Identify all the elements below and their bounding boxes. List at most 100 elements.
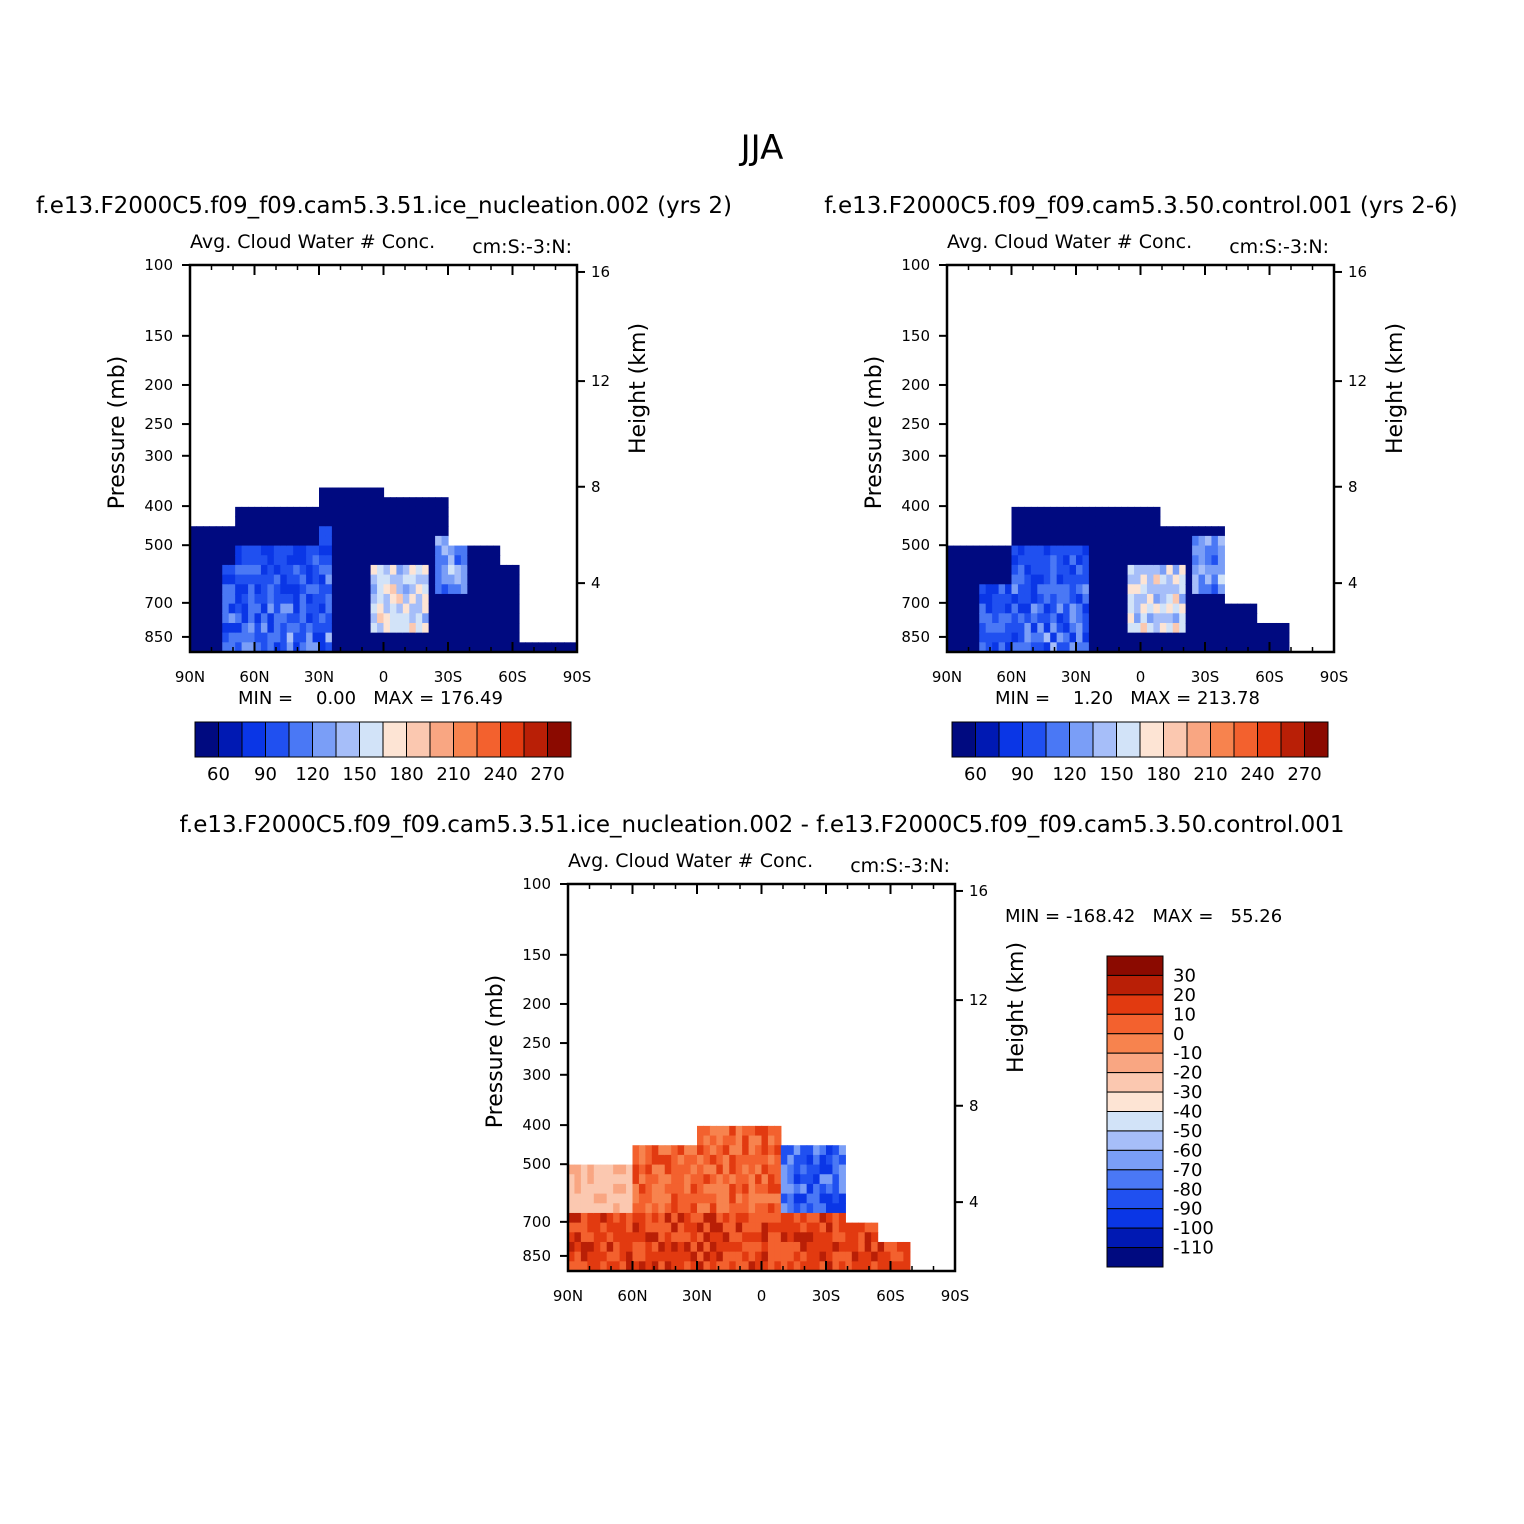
- heatmap-cell: [638, 1212, 646, 1224]
- heatmap-cell: [1269, 622, 1277, 634]
- heatmap-cell: [1082, 545, 1090, 556]
- heatmap-cell: [1017, 622, 1025, 634]
- heatmap-cell: [306, 564, 314, 576]
- heatmap-cell: [215, 622, 223, 634]
- heatmap-cell: [241, 555, 249, 566]
- heatmap-cell: [409, 545, 417, 556]
- heatmap-cell: [729, 1183, 737, 1195]
- heatmap-cell: [415, 506, 423, 518]
- heatmap-cell: [690, 1232, 698, 1243]
- heatmap-cell: [1211, 564, 1219, 576]
- heatmap-cell: [1134, 574, 1142, 585]
- p1-colorbar-box: [406, 721, 431, 758]
- heatmap-cell: [826, 1174, 834, 1185]
- heatmap-cell: [606, 1164, 614, 1175]
- heatmap-cell: [1024, 642, 1032, 653]
- heatmap-cell: [1024, 516, 1032, 527]
- heatmap-cell: [383, 622, 391, 634]
- heatmap-cell: [729, 1135, 737, 1146]
- heatmap-cell: [422, 535, 430, 547]
- heatmap-cell: [473, 584, 481, 595]
- heatmap-cell: [690, 1183, 698, 1195]
- heatmap-cell: [1108, 584, 1116, 595]
- heatmap-cell: [806, 1212, 814, 1224]
- heatmap-cell: [1095, 603, 1103, 614]
- heatmap-cell: [671, 1174, 679, 1185]
- heatmap-cell: [626, 1261, 634, 1272]
- heatmap-cell: [1250, 613, 1258, 624]
- heatmap-cell: [1179, 613, 1187, 624]
- heatmap-cell: [1224, 622, 1232, 634]
- heatmap-cell: [1063, 564, 1071, 576]
- heatmap-cell: [364, 487, 372, 498]
- heatmap-cell: [364, 535, 372, 547]
- heatmap-cell: [1153, 506, 1161, 518]
- heatmap-cell: [1121, 603, 1129, 614]
- heatmap-cell: [428, 555, 436, 566]
- heatmap-cell: [460, 584, 468, 595]
- heatmap-cell: [389, 613, 397, 624]
- heatmap-cell: [755, 1261, 763, 1272]
- heatmap-cell: [422, 497, 430, 508]
- heatmap-cell: [351, 516, 359, 527]
- heatmap-cell: [1101, 593, 1109, 605]
- heatmap-cell: [774, 1222, 782, 1233]
- p3-y2label: Height (km): [1004, 942, 1029, 1073]
- heatmap-cell: [1198, 584, 1206, 595]
- p2-xtick-label: 90S: [1320, 668, 1349, 686]
- heatmap-cell: [235, 632, 243, 643]
- heatmap-cell: [1076, 574, 1084, 585]
- heatmap-cell: [1037, 603, 1045, 614]
- heatmap-cell: [1198, 555, 1206, 566]
- heatmap-cell: [703, 1145, 711, 1156]
- heatmap-cell: [1088, 622, 1096, 634]
- heatmap-cell: [806, 1183, 814, 1195]
- heatmap-cell: [331, 497, 339, 508]
- heatmap-cell: [1217, 564, 1225, 576]
- heatmap-cell: [767, 1203, 775, 1214]
- heatmap-cell: [998, 632, 1006, 643]
- heatmap-cell: [344, 487, 352, 498]
- heatmap-cell: [486, 574, 494, 585]
- heatmap-cell: [499, 632, 507, 643]
- heatmap-cell: [196, 603, 204, 614]
- heatmap-cell: [626, 1193, 634, 1204]
- heatmap-cell: [480, 613, 488, 624]
- heatmap-cell: [1127, 516, 1135, 527]
- p2-ytick-label: 850: [901, 628, 930, 646]
- heatmap-cell: [209, 564, 217, 576]
- heatmap-cell: [1282, 632, 1290, 643]
- heatmap-cell: [499, 603, 507, 614]
- heatmap-cell: [722, 1164, 730, 1175]
- heatmap-cell: [331, 535, 339, 547]
- heatmap-cell: [357, 516, 365, 527]
- heatmap-cell: [1030, 506, 1038, 518]
- heatmap-cell: [716, 1145, 724, 1156]
- heatmap-cell: [454, 545, 462, 556]
- heatmap-cell: [613, 1203, 621, 1214]
- heatmap-cell: [267, 564, 275, 576]
- heatmap-cell: [1153, 555, 1161, 566]
- heatmap-cell: [735, 1174, 743, 1185]
- heatmap-cell: [331, 506, 339, 518]
- p3-colorbar-label: -60: [1173, 1140, 1202, 1161]
- heatmap-cell: [512, 632, 520, 643]
- heatmap-cell: [671, 1241, 679, 1253]
- heatmap-cell: [645, 1261, 653, 1272]
- heatmap-cell: [306, 642, 314, 653]
- heatmap-cell: [1050, 526, 1058, 537]
- p3-colorbar-box: [1106, 1169, 1164, 1190]
- heatmap-cell: [1198, 526, 1206, 537]
- heatmap-cell: [619, 1164, 627, 1175]
- heatmap-cell: [370, 603, 378, 614]
- heatmap-cell: [1030, 613, 1038, 624]
- heatmap-cell: [1159, 555, 1167, 566]
- heatmap-cell: [959, 584, 967, 595]
- heatmap-cell: [499, 642, 507, 653]
- heatmap-cell: [1198, 545, 1206, 556]
- heatmap-cell: [632, 1222, 640, 1233]
- heatmap-cell: [1088, 564, 1096, 576]
- p1-colorbar-box: [547, 721, 572, 758]
- heatmap-cell: [684, 1212, 692, 1224]
- heatmap-cell: [593, 1222, 601, 1233]
